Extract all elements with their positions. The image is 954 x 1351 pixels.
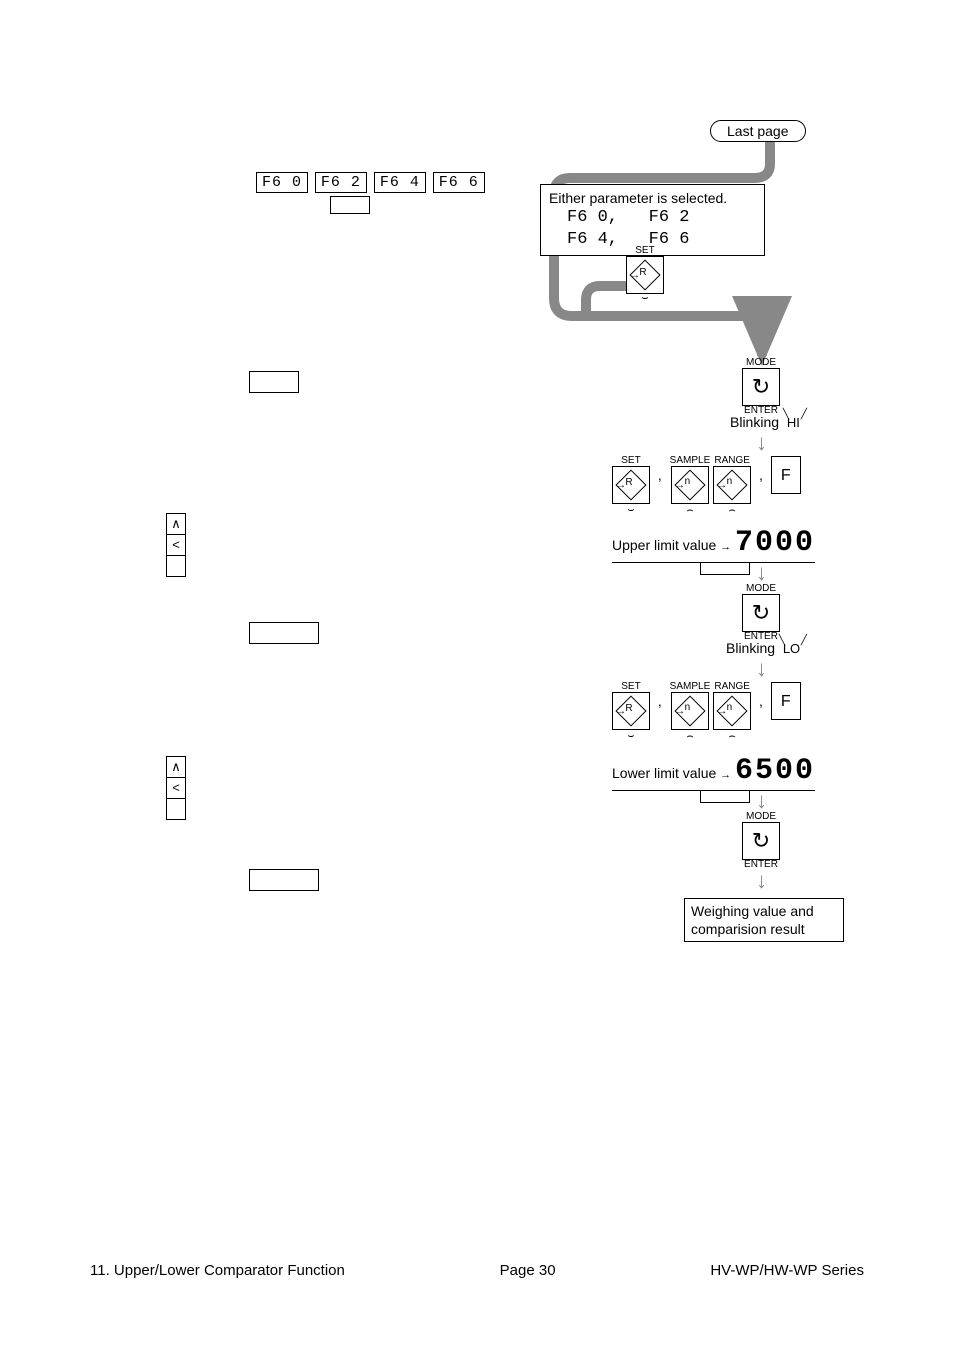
sample-key-1[interactable]: n → xyxy=(671,466,709,504)
set-arc-2: ⌣ xyxy=(612,504,650,517)
footer-left: 11. Upper/Lower Comparator Function xyxy=(90,1262,345,1279)
lower-limit-value: 6500 xyxy=(735,754,815,788)
upper-bracket xyxy=(700,563,750,575)
range-arc-2: ⌢ xyxy=(713,730,751,743)
upper-limit-label: Upper limit value xyxy=(612,537,716,553)
last-page-label: Last page xyxy=(710,120,806,142)
range-key-2[interactable]: n → xyxy=(713,692,751,730)
arrow-3: ↓ xyxy=(756,658,767,680)
range-arc-1: ⌢ xyxy=(713,504,751,517)
param-f60: F6 0, xyxy=(567,208,618,227)
keypad-2: ∧ < xyxy=(166,756,186,823)
range-label-1: RANGE xyxy=(713,456,751,466)
key-left-1[interactable]: < xyxy=(166,534,186,556)
empty-box-2 xyxy=(249,371,299,393)
set-label-1: SET xyxy=(626,246,664,256)
key-left-2[interactable]: < xyxy=(166,777,186,799)
mode-key-2[interactable]: ↻ xyxy=(742,594,780,632)
last-page-pill: Last page xyxy=(710,120,806,142)
mode-key-3-group: MODE ↻ ENTER xyxy=(742,812,780,870)
seg-f62: F6 2 xyxy=(315,172,367,193)
seg-f60: F6 0 xyxy=(256,172,308,193)
empty-box-1 xyxy=(330,196,370,214)
key-up-1[interactable]: ∧ xyxy=(166,513,186,535)
param-f64: F6 4, xyxy=(567,230,618,249)
key-row-lower: SET R → ⌣ , SAMPLE n → ⌢ RANGE n xyxy=(612,682,801,743)
result-line2: comparision result xyxy=(691,920,837,938)
set-arc-3: ⌣ xyxy=(612,730,650,743)
seg-f64: F6 4 xyxy=(374,172,426,193)
result-line1: Weighing value and xyxy=(691,902,837,920)
set-key-2[interactable]: R → xyxy=(612,466,650,504)
key-blank-2[interactable] xyxy=(166,798,186,820)
param-line1: Either parameter is selected. xyxy=(549,189,756,207)
mode-label-2: MODE xyxy=(742,584,780,594)
blinking-lo-row: Blinking ╲ ╱ LO xyxy=(726,640,800,656)
seg-f66: F6 6 xyxy=(433,172,485,193)
mode-key-1[interactable]: ↻ xyxy=(742,368,780,406)
sample-arc-1: ⌢ xyxy=(670,504,711,517)
keypad-1: ∧ < xyxy=(166,513,186,580)
lower-bracket xyxy=(700,791,750,803)
footer-right: HV-WP/HW-WP Series xyxy=(710,1262,864,1279)
lo-indicator: LO xyxy=(783,641,800,656)
mode-key-2-group: MODE ↻ ENTER xyxy=(742,584,780,642)
lower-limit-row: Lower limit value → 6500 xyxy=(612,754,815,803)
result-box: Weighing value and comparision result xyxy=(684,898,844,942)
upper-limit-value: 7000 xyxy=(735,526,815,560)
empty-box-4 xyxy=(249,869,319,891)
sample-label-2: SAMPLE xyxy=(670,682,711,692)
f-key-1[interactable]: F xyxy=(771,456,801,494)
empty-box-3 xyxy=(249,622,319,644)
mode-label-3: MODE xyxy=(742,812,780,822)
lower-limit-label: Lower limit value xyxy=(612,765,716,781)
key-blank-1[interactable] xyxy=(166,555,186,577)
page-footer: 11. Upper/Lower Comparator Function Page… xyxy=(90,1262,864,1279)
mode-label-1: MODE xyxy=(742,358,780,368)
blinking-hi-row: Blinking ╲ ╱ HI xyxy=(730,414,800,430)
set-key-1-group: SET R → ⌣ xyxy=(626,246,664,305)
set-key-1[interactable]: R → xyxy=(626,256,664,294)
range-label-2: RANGE xyxy=(713,682,751,692)
sample-arc-2: ⌢ xyxy=(670,730,711,743)
page: F6 0 F6 2 F6 4 F6 6 ∧ < ∧ < xyxy=(0,0,954,1351)
key-up-2[interactable]: ∧ xyxy=(166,756,186,778)
blinking-1: Blinking xyxy=(730,414,779,430)
set-key-3[interactable]: R → xyxy=(612,692,650,730)
key-row-upper: SET R → ⌣ , SAMPLE n → ⌢ RANGE n xyxy=(612,456,801,517)
upper-limit-row: Upper limit value → 7000 xyxy=(612,526,815,575)
set-label-3: SET xyxy=(612,682,650,692)
mode-key-3[interactable]: ↻ xyxy=(742,822,780,860)
arrow-1: ↓ xyxy=(756,432,767,454)
mode-key-1-group: MODE ↻ ENTER xyxy=(742,358,780,416)
footer-center: Page 30 xyxy=(500,1262,556,1279)
sample-label-1: SAMPLE xyxy=(670,456,711,466)
sample-key-2[interactable]: n → xyxy=(671,692,709,730)
range-key-1[interactable]: n → xyxy=(713,466,751,504)
f-key-2[interactable]: F xyxy=(771,682,801,720)
set-label-2: SET xyxy=(612,456,650,466)
arrow-4: ↓ xyxy=(756,790,767,812)
arrow-5: ↓ xyxy=(756,870,767,892)
seg-row: F6 0 F6 2 F6 4 F6 6 xyxy=(256,172,488,193)
param-f62: F6 2 xyxy=(649,208,690,227)
blinking-2: Blinking xyxy=(726,640,775,656)
arrow-2: ↓ xyxy=(756,562,767,584)
